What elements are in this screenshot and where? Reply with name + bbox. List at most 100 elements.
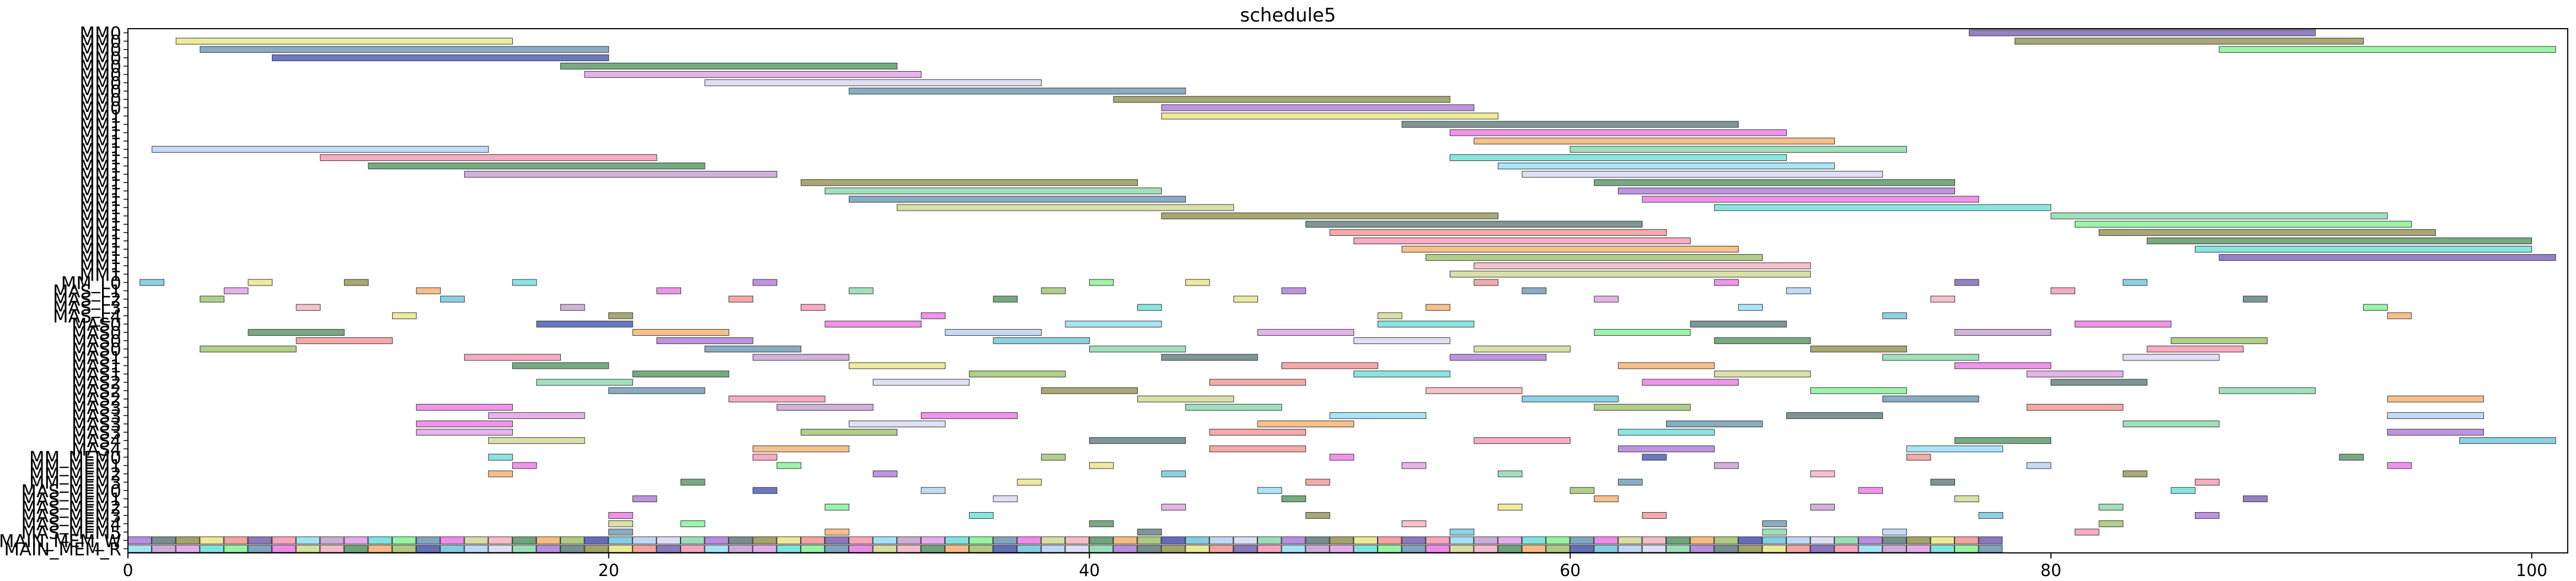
gantt-bar [440, 545, 464, 553]
gantt-bar [368, 163, 705, 170]
gantt-bar [584, 536, 609, 545]
gantt-bar [1041, 545, 1065, 553]
gantt-bar [2050, 212, 2388, 219]
gantt-bar [1474, 545, 1498, 553]
gantt-bar [608, 312, 633, 319]
gantt-bar [1762, 545, 1786, 553]
gantt-bar [512, 462, 537, 469]
gantt-bar [1618, 536, 1642, 545]
gantt-bar [608, 387, 705, 394]
gantt-bar [993, 545, 1017, 553]
gantt-bar [1233, 545, 1258, 553]
y-tick-label: MAS_MEM3 [21, 505, 121, 526]
gantt-bar [1474, 536, 1498, 545]
gantt-bar [872, 379, 970, 386]
gantt-bar [2387, 429, 2484, 436]
x-axis: 0 20 40 60 80 100 [122, 553, 2547, 580]
y-tick-label: MM_MEM2 [29, 464, 121, 485]
gantt-bar [1882, 395, 1979, 402]
gantt-bar [1377, 312, 1402, 319]
gantt-bar [2098, 520, 2124, 528]
gantt-bar [248, 329, 345, 336]
gantt-bar [752, 454, 778, 461]
gantt-bar [1449, 536, 1474, 545]
gantt-bar [1161, 104, 1475, 111]
gantt-bar [1329, 229, 1667, 236]
gantt-bar [800, 429, 898, 436]
gantt-bar [1714, 337, 1811, 345]
y-tick-label: MAS2 [72, 381, 121, 402]
gantt-bar [2123, 354, 2220, 361]
y-tick-label: MM1 [79, 198, 121, 219]
gantt-bar [1041, 454, 1066, 461]
gantt-bar [1017, 536, 1041, 545]
gantt-bar [2387, 462, 2412, 469]
y-tick-label: MAS_MEM1 [21, 489, 121, 510]
y-tick-label: MAS_MEM5 [21, 522, 121, 543]
gantt-bar [2194, 512, 2220, 519]
gantt-bar [1209, 445, 1306, 453]
gantt-bar [920, 487, 946, 494]
gantt-bar [849, 287, 874, 294]
gantt-bar [2387, 395, 2484, 402]
y-tick-label: MM1 [79, 106, 121, 127]
gantt-bar [1969, 29, 2316, 36]
gantt-bar [1353, 545, 1378, 553]
y-tick-label: MAS1 [72, 356, 121, 376]
gantt-bar [1786, 412, 1883, 419]
gantt-bar [272, 536, 296, 545]
gantt-bar [223, 545, 248, 553]
gantt-bar [776, 462, 801, 469]
gantt-bar [752, 487, 778, 494]
gantt-bar [512, 536, 537, 545]
gantt-bar [1882, 529, 1907, 536]
gantt-bar [897, 204, 1234, 211]
gantt-bar [920, 312, 946, 319]
y-tick-label: MAS3 [72, 422, 121, 443]
gantt-bar [320, 154, 657, 162]
gantt-bar [1690, 536, 1715, 545]
gantt-bar [1906, 445, 2004, 453]
y-tick-label: MM0 [79, 89, 121, 110]
gantt-bar [200, 46, 609, 53]
gantt-bar [729, 545, 753, 553]
gantt-bar [2050, 379, 2147, 386]
gantt-bar [849, 362, 946, 369]
gantt-bar [536, 536, 561, 545]
gantt-bar [1834, 536, 1859, 545]
gantt-bar [200, 545, 224, 553]
gantt-bar [488, 437, 585, 444]
gantt-bar [1089, 520, 1114, 528]
gantt-bar [1401, 245, 1739, 253]
gantt-bar [152, 545, 176, 553]
gantt-bar [1281, 495, 1306, 502]
gantt-bar [584, 545, 609, 553]
gantt-bar [223, 536, 248, 545]
gantt-bar [608, 520, 633, 528]
gantt-bar [849, 420, 946, 428]
gantt-bar [752, 445, 850, 453]
gantt-bar [632, 536, 657, 545]
gantt-bar [1810, 536, 1835, 545]
gantt-bar [680, 536, 705, 545]
gantt-bar [945, 329, 1042, 336]
gantt-bar [897, 545, 921, 553]
gantt-bar [1161, 470, 1186, 477]
gantt-bar [1377, 320, 1475, 327]
gantt-bar [1329, 412, 1427, 419]
gantt-bar [1474, 137, 1835, 144]
gantt-bar [1161, 545, 1186, 553]
y-tick-label: MM0 [79, 64, 121, 85]
gantt-bar [1714, 204, 2052, 211]
gantt-bar [127, 545, 152, 553]
gantt-bar [560, 62, 898, 69]
gantt-bar [464, 171, 778, 178]
gantt-bar [536, 545, 561, 553]
x-tick-label: 100 [2516, 561, 2547, 580]
gantt-bar [416, 536, 441, 545]
gantt-bar [2098, 229, 2436, 236]
gantt-bar [512, 545, 537, 553]
gantt-bar [1401, 536, 1426, 545]
gantt-bar [1329, 454, 1354, 461]
gantt-bar [1041, 536, 1065, 545]
